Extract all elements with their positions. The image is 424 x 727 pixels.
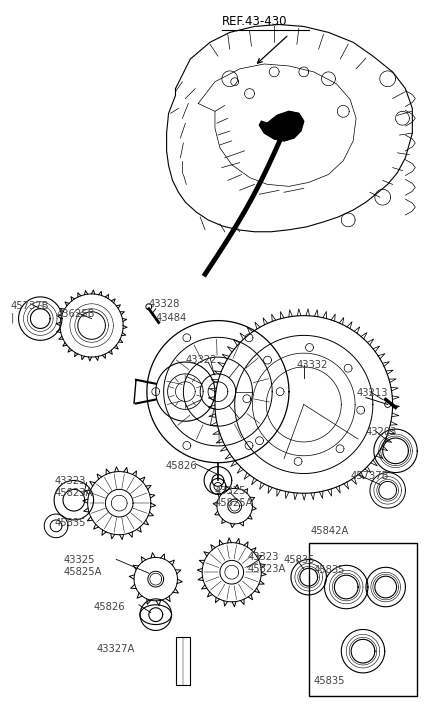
Text: 43203: 43203 [366, 427, 397, 437]
Text: 45825A: 45825A [64, 567, 103, 577]
Text: 45835: 45835 [284, 555, 315, 566]
Text: 45835: 45835 [314, 676, 345, 686]
Text: REF.43-430: REF.43-430 [222, 15, 287, 28]
Bar [176, 638, 190, 685]
Text: 43332: 43332 [297, 360, 328, 370]
Text: 45826: 45826 [166, 461, 197, 470]
Text: 43327A: 43327A [97, 644, 135, 654]
Text: 43323: 43323 [54, 476, 86, 486]
Text: 45823A: 45823A [54, 489, 92, 498]
Text: 45825A: 45825A [215, 498, 254, 508]
Text: 43625B: 43625B [57, 309, 95, 318]
Text: 43325: 43325 [215, 486, 246, 497]
Text: 43328: 43328 [149, 299, 180, 309]
Text: 45842A: 45842A [311, 526, 349, 536]
Polygon shape [259, 111, 304, 141]
Text: 45826: 45826 [94, 602, 125, 612]
Text: 43322: 43322 [185, 355, 217, 365]
Text: 45835: 45835 [314, 566, 345, 575]
Bar [309, 542, 417, 696]
Text: 43325: 43325 [64, 555, 95, 566]
Text: |: | [11, 313, 14, 324]
Text: 45835: 45835 [54, 518, 86, 528]
Text: 45737B: 45737B [350, 470, 389, 481]
Text: 45823A: 45823A [248, 564, 286, 574]
Text: 43323: 43323 [248, 553, 279, 563]
Text: 45737B: 45737B [11, 301, 49, 311]
Text: 43484: 43484 [156, 313, 187, 323]
Text: 43213: 43213 [356, 387, 388, 398]
